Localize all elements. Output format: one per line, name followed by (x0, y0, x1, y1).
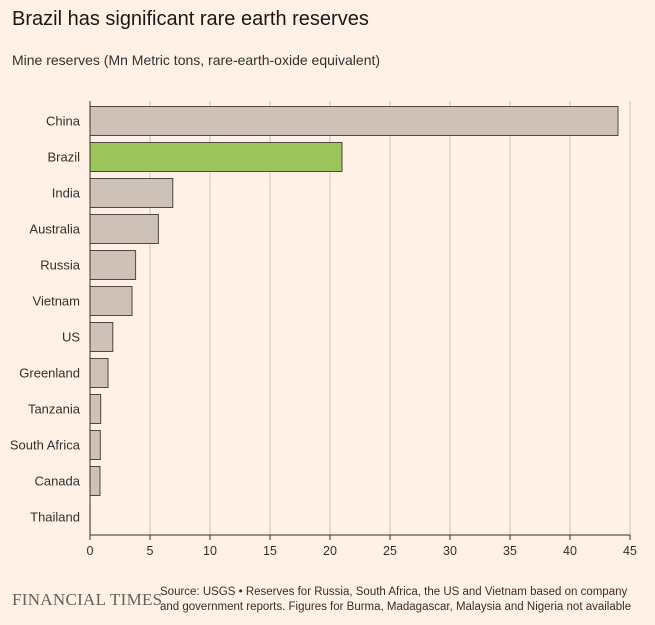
x-tick-label-30: 30 (443, 544, 457, 558)
bar-south-africa (89, 430, 101, 460)
x-tick-label-20: 20 (323, 544, 337, 558)
ft-logo: FINANCIAL TIMES (12, 590, 163, 609)
category-label-russia: Russia (40, 258, 81, 273)
category-label-india: India (52, 186, 81, 201)
x-tick-label-0: 0 (87, 544, 94, 558)
bar-brazil (89, 142, 343, 172)
bar-china (89, 106, 619, 136)
category-label-china: China (46, 114, 81, 129)
category-label-tanzania: Tanzania (28, 402, 81, 417)
x-tick-label-15: 15 (263, 544, 277, 558)
bar-australia (89, 214, 159, 244)
source-note: Source: USGS • Reserves for Russia, Sout… (160, 586, 632, 613)
category-label-brazil: Brazil (47, 150, 80, 165)
x-tick-label-10: 10 (203, 544, 217, 558)
x-tick-label-35: 35 (503, 544, 517, 558)
bar-canada (89, 466, 101, 496)
category-label-greenland: Greenland (19, 366, 80, 381)
category-label-canada: Canada (34, 474, 80, 489)
bar-vietnam (89, 286, 133, 316)
chart-subtitle: Mine reserves (Mn Metric tons, rare-eart… (12, 52, 381, 68)
bar-india (89, 178, 174, 208)
bar-russia (89, 250, 137, 280)
bar-greenland (89, 358, 109, 388)
x-tick-label-40: 40 (563, 544, 577, 558)
x-tick-label-5: 5 (147, 544, 154, 558)
category-label-australia: Australia (29, 222, 80, 237)
chart-title: Brazil has significant rare earth reserv… (12, 8, 369, 30)
category-label-vietnam: Vietnam (33, 294, 80, 309)
category-label-us: US (62, 330, 80, 345)
bar-tanzania (89, 394, 102, 424)
bar-us (89, 322, 114, 352)
bar-chart: China Brazil India Australia Russia Vietnam US… (10, 101, 637, 558)
category-label-south-africa: South Africa (10, 438, 81, 453)
x-tick-label-25: 25 (383, 544, 397, 558)
x-tick-label-45: 45 (623, 544, 637, 558)
category-label-thailand: Thailand (30, 510, 80, 525)
